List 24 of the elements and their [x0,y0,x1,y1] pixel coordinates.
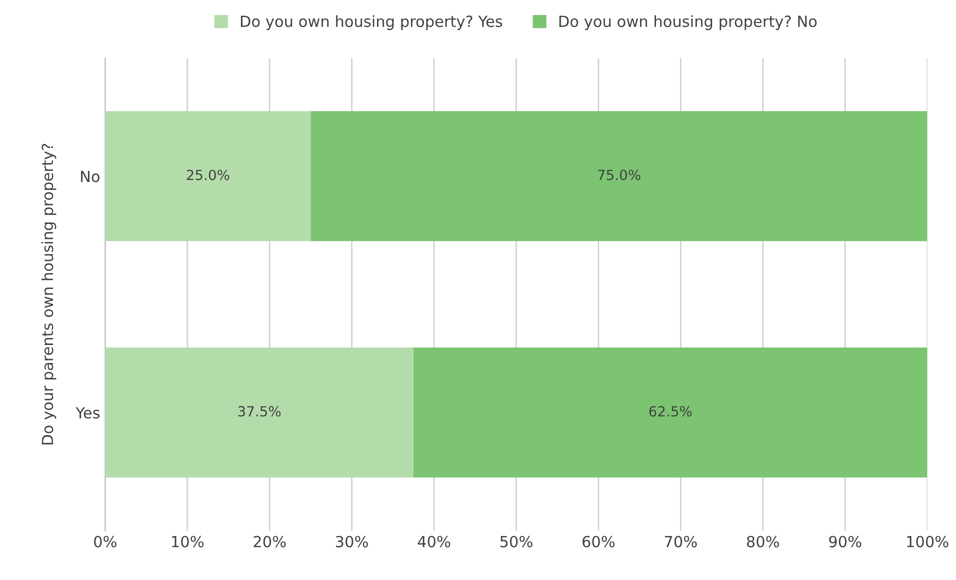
y-axis-title: Do your parents own housing property? [41,144,56,444]
data-label: 62.5% [649,406,692,417]
legend-label: Do you own housing property? No [559,15,817,30]
x-tick-label: 0% [94,536,116,548]
bar [413,348,928,478]
x-tick-label: 100% [907,536,948,548]
x-tick-label: 70% [664,536,697,548]
x-tick-label: 50% [500,536,532,548]
bar [105,348,414,478]
x-tick-label: 20% [254,536,286,548]
y-tick-label: Yes [76,407,100,419]
bar [105,111,311,242]
data-label: 25.0% [186,170,230,180]
legend-label: Do you own housing property? Yes [240,15,502,30]
y-tick-label: No [81,170,100,182]
data-label: 37.5% [238,406,281,417]
x-tick-label: 40% [418,536,450,548]
x-tick-label: 60% [582,536,615,548]
x-tick-label: 90% [829,536,862,548]
x-tick-label: 80% [746,536,780,548]
data-label: 75.0% [598,170,640,180]
x-tick-label: 30% [336,536,368,548]
bar [310,111,928,242]
x-tick-label: 10% [172,536,204,548]
